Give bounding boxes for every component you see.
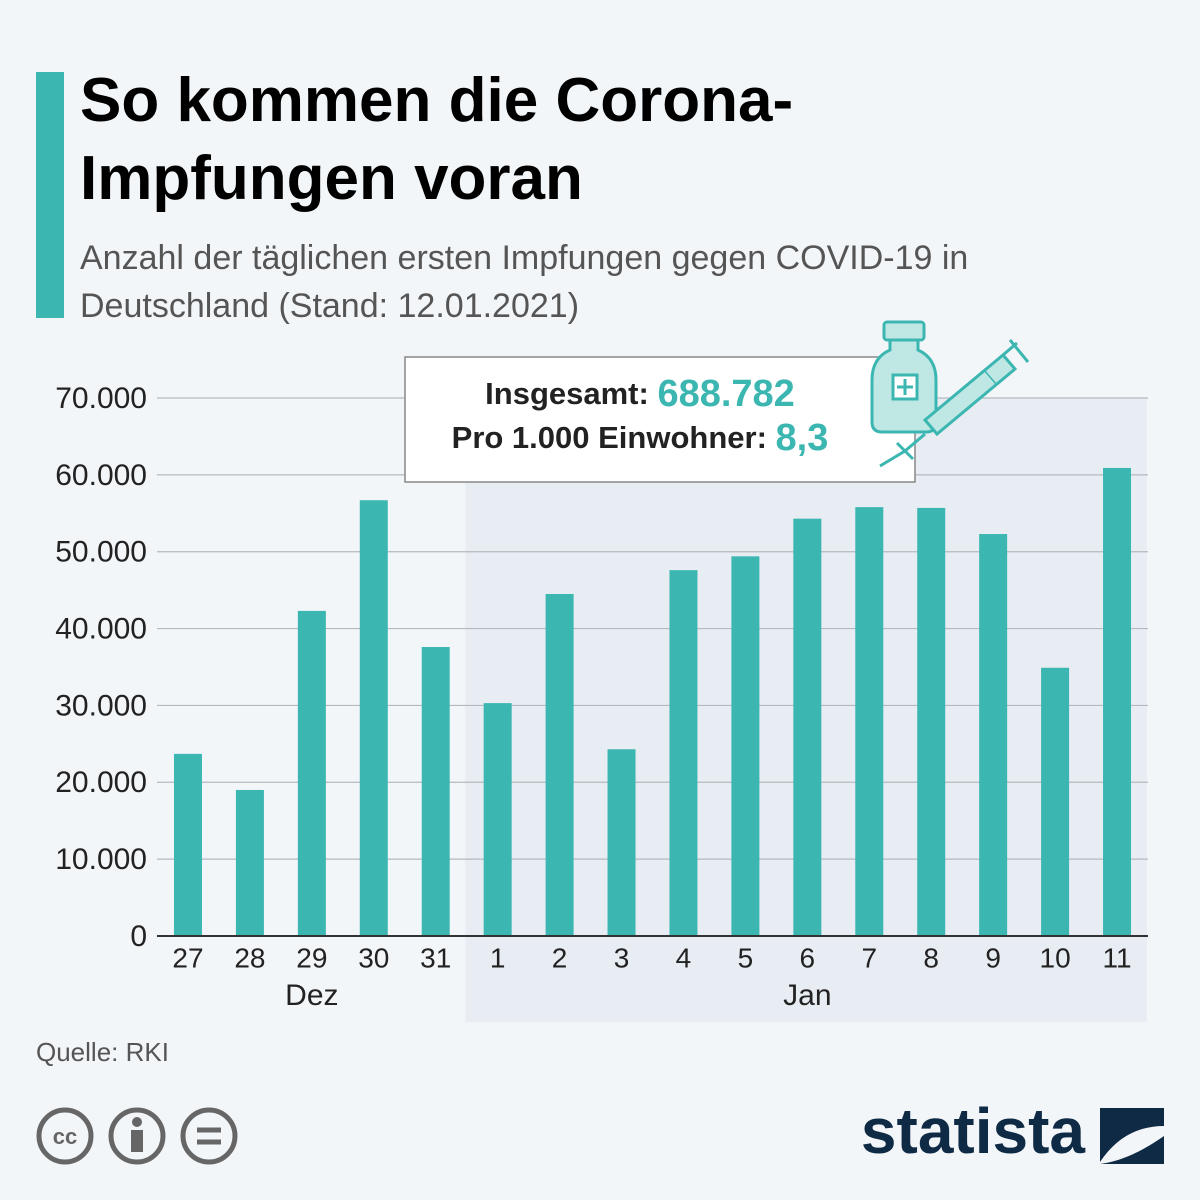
- y-tick-label: 0: [130, 920, 147, 953]
- y-tick-label: 10.000: [55, 843, 147, 876]
- bar: [731, 556, 760, 936]
- bar: [173, 753, 202, 936]
- y-tick-label: 20.000: [55, 766, 147, 799]
- bar: [359, 500, 388, 936]
- y-tick-label: 70.000: [55, 382, 147, 415]
- bar: [545, 593, 574, 936]
- y-tick-label: 60.000: [55, 459, 147, 492]
- accent-bar: [36, 72, 64, 318]
- x-tick-label: 1: [490, 942, 506, 973]
- bar: [917, 507, 946, 936]
- bar: [235, 789, 264, 936]
- x-tick-label: 30: [358, 942, 389, 973]
- bar: [855, 507, 884, 936]
- x-tick-label: 9: [985, 942, 1001, 973]
- y-tick-label: 50.000: [55, 536, 147, 569]
- annotation-box: [404, 356, 916, 483]
- x-tick-label: 27: [172, 942, 203, 973]
- svg-text:cc: cc: [53, 1124, 77, 1149]
- annotation-value: 688.782: [657, 373, 794, 415]
- month-label: Jan: [783, 979, 831, 1012]
- x-tick-label: 31: [420, 942, 451, 973]
- month-label: Dez: [285, 979, 338, 1012]
- x-tick-label: 10: [1040, 942, 1071, 973]
- chart-title: So kommen die Corona-Impfungen voran: [80, 66, 794, 213]
- x-tick-label: 3: [614, 942, 630, 973]
- annotation-label: Insgesamt:: [485, 376, 649, 411]
- x-tick-label: 4: [676, 942, 692, 973]
- y-tick-label: 30.000: [55, 689, 147, 722]
- chart-subtitle: Anzahl der täglichen ersten Impfungen ge…: [80, 239, 969, 325]
- source: Quelle: RKI: [36, 1037, 169, 1067]
- bar: [669, 570, 698, 936]
- annotation-label: Pro 1.000 Einwohner:: [452, 420, 767, 455]
- bar: [607, 749, 636, 936]
- vaccine-icon: [870, 320, 1030, 468]
- brand: statista: [861, 1095, 1086, 1167]
- bar: [979, 534, 1008, 936]
- license-icons: cc: [36, 1107, 238, 1165]
- annotation-value: 8,3: [776, 417, 829, 459]
- bar: [421, 647, 450, 936]
- bar: [1103, 467, 1132, 936]
- x-tick-label: 11: [1102, 942, 1131, 973]
- x-tick-label: 5: [738, 942, 754, 973]
- bar: [793, 518, 822, 936]
- annotation-line: Insgesamt: 688.782: [485, 373, 795, 415]
- x-tick-label: 28: [234, 942, 265, 973]
- x-tick-label: 8: [923, 942, 939, 973]
- x-tick-label: 29: [296, 942, 327, 973]
- x-tick-label: 6: [800, 942, 816, 973]
- x-tick-label: 7: [861, 942, 877, 973]
- y-tick-label: 40.000: [55, 612, 147, 645]
- bar: [483, 703, 512, 936]
- bar: [297, 610, 326, 936]
- annotation: Insgesamt: 688.782 Pro 1.000 Einwohner: …: [404, 356, 916, 483]
- brand-logo: [1100, 1108, 1164, 1164]
- annotation-line: Pro 1.000 Einwohner: 8,3: [452, 417, 829, 459]
- bar: [1041, 667, 1070, 936]
- x-tick-label: 2: [552, 942, 568, 973]
